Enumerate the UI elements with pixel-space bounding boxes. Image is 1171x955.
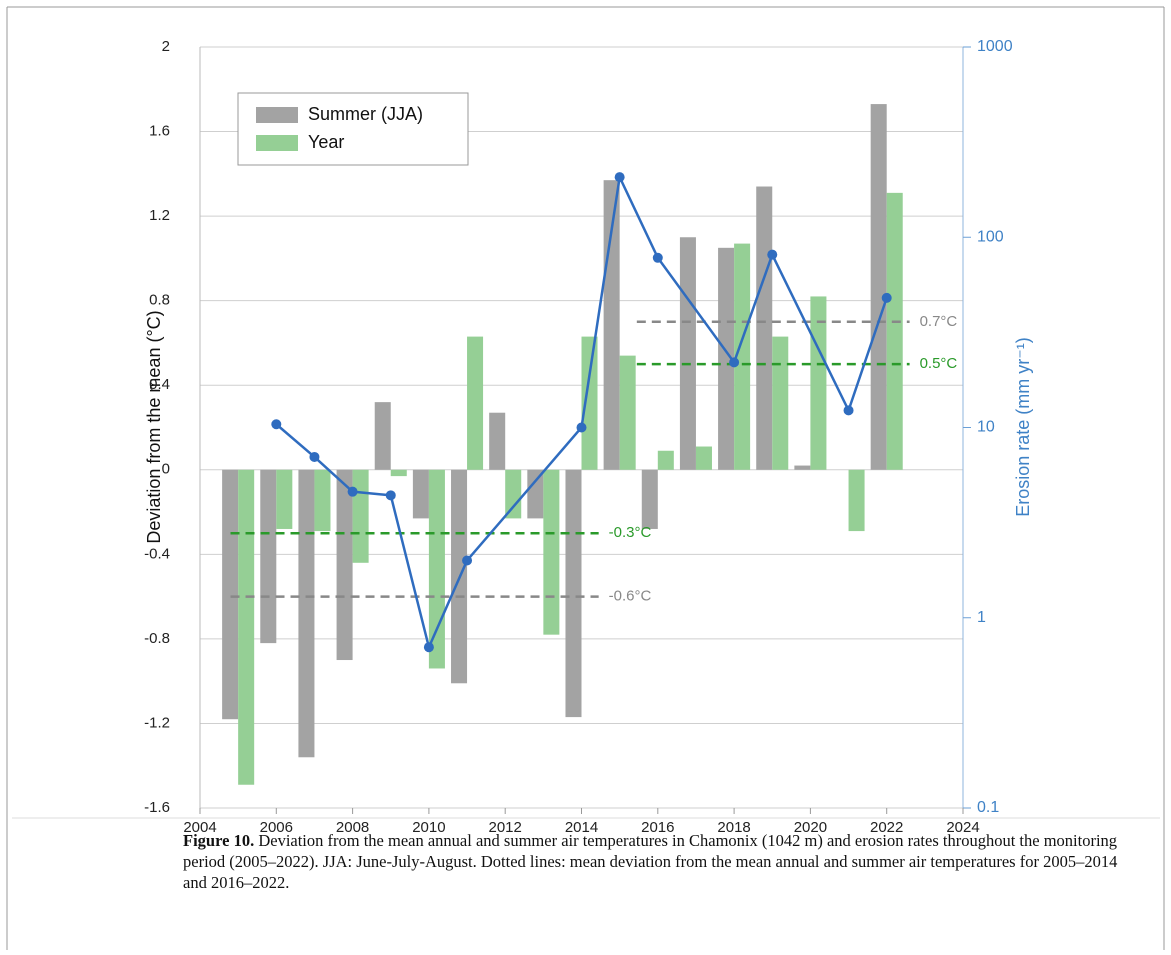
bar — [467, 336, 484, 470]
bar — [314, 469, 331, 532]
y-tick-label: 1.6 — [149, 123, 170, 140]
erosion-point — [614, 172, 625, 183]
bar — [390, 469, 407, 477]
x-tick-label: 2014 — [565, 819, 598, 836]
x-tick-label: 2004 — [183, 819, 216, 836]
y2-tick-label: 0.1 — [977, 799, 999, 816]
erosion-point — [385, 490, 396, 501]
bar — [848, 469, 865, 532]
x-tick-label: 2006 — [260, 819, 293, 836]
legend-box — [237, 92, 469, 166]
erosion-point — [767, 249, 778, 260]
mean-line-label: -0.6°C — [609, 588, 652, 605]
x-tick-label: 2016 — [641, 819, 674, 836]
y-tick-label: -0.4 — [144, 545, 170, 562]
y2-tick-label: 100 — [977, 228, 1004, 245]
y2-tick-label: 1 — [977, 609, 986, 626]
caption-text: Deviation from the mean annual and summe… — [183, 831, 1118, 892]
caption: Figure 10. Deviation from the mean annua… — [183, 830, 1143, 893]
x-tick-label: 2012 — [489, 819, 522, 836]
bar — [695, 446, 712, 470]
bar — [772, 336, 789, 470]
erosion-point — [271, 419, 282, 430]
x-tick-label: 2008 — [336, 819, 369, 836]
y-tick-label: 0.8 — [149, 292, 170, 309]
y2-axis-label: Erosion rate (mm yr⁻¹) — [1013, 337, 1033, 517]
x-tick-label: 2010 — [412, 819, 445, 836]
bar — [238, 469, 255, 785]
bar — [565, 469, 582, 718]
legend-swatch — [256, 107, 298, 123]
erosion-point — [309, 451, 320, 462]
bar — [718, 247, 735, 470]
bar — [679, 237, 696, 470]
y-tick-label: -1.6 — [144, 799, 170, 816]
bar — [734, 243, 751, 470]
bar — [412, 469, 429, 519]
bar — [260, 469, 277, 644]
bar — [527, 469, 544, 519]
y-tick-label: -0.8 — [144, 630, 170, 647]
erosion-point — [843, 405, 854, 416]
bar — [657, 450, 674, 470]
y-tick-label: 0.4 — [149, 376, 170, 393]
bar — [336, 469, 353, 661]
y2-tick-label: 10 — [977, 419, 995, 436]
bar — [886, 192, 903, 470]
bar — [543, 469, 560, 635]
y-axis-label: Deviation from the mean (°C) — [144, 310, 164, 543]
bar — [581, 336, 598, 470]
erosion-point — [576, 422, 587, 433]
caption-label: Figure 10. — [183, 831, 255, 850]
legend-label: Year — [308, 132, 344, 152]
mean-line-label: -0.3°C — [609, 524, 652, 541]
x-tick-label: 2018 — [717, 819, 750, 836]
erosion-point — [729, 357, 740, 368]
y-tick-label: -1.2 — [144, 714, 170, 731]
bar — [276, 469, 293, 529]
bar — [756, 186, 773, 470]
y-tick-label: 2 — [162, 38, 170, 55]
bar — [298, 469, 315, 758]
y-tick-label: 0 — [162, 461, 170, 478]
bar — [619, 355, 636, 470]
bar — [374, 402, 391, 470]
mean-line-label: 0.7°C — [920, 313, 958, 330]
bar — [489, 412, 506, 470]
y-tick-label: 1.2 — [149, 207, 170, 224]
erosion-point — [652, 252, 663, 263]
x-tick-label: 2024 — [946, 819, 979, 836]
y2-tick-label: 1000 — [977, 38, 1013, 55]
erosion-point — [423, 642, 434, 653]
bar — [870, 104, 887, 470]
legend-label: Summer (JJA) — [308, 104, 423, 124]
bar — [222, 469, 239, 720]
bar — [794, 465, 811, 470]
legend-swatch — [256, 135, 298, 151]
erosion-point — [881, 292, 892, 303]
x-tick-label: 2022 — [870, 819, 903, 836]
bar — [505, 469, 522, 519]
mean-line-label: 0.5°C — [920, 355, 958, 372]
erosion-point — [462, 555, 473, 566]
bar — [641, 469, 658, 529]
x-tick-label: 2020 — [794, 819, 827, 836]
bar — [352, 469, 369, 563]
erosion-point — [347, 486, 358, 497]
